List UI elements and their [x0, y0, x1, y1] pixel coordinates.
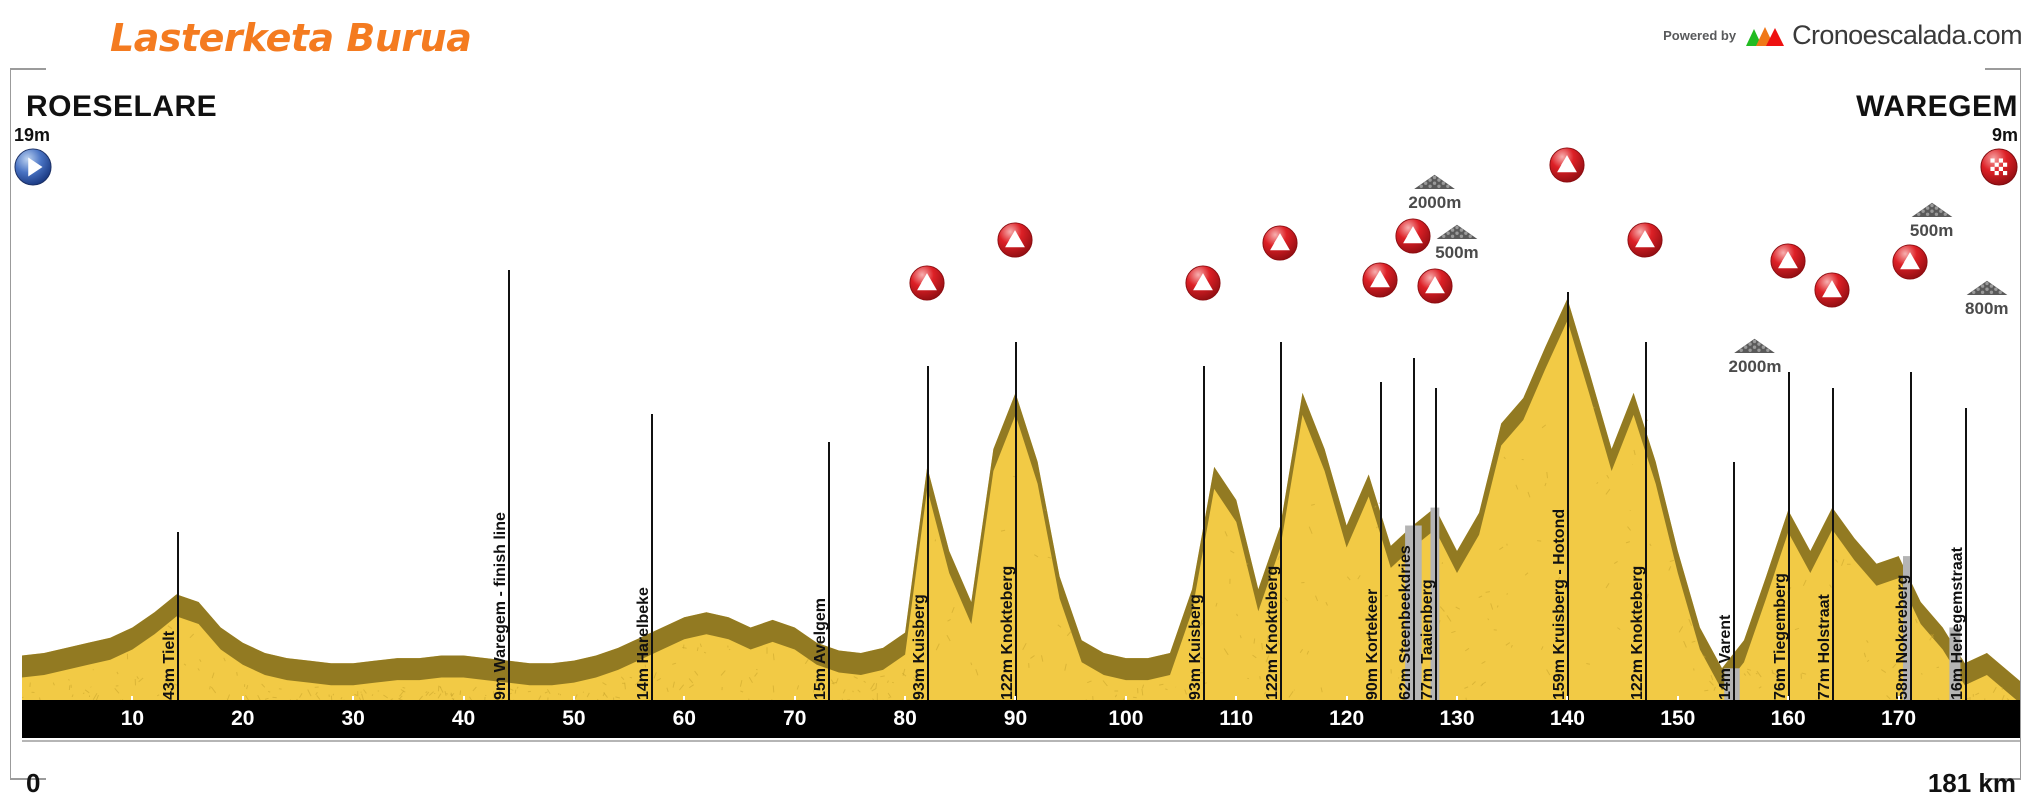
poi-label: 77m Taaienberg [1420, 579, 1436, 704]
axis-tick-label: 70 [783, 707, 806, 731]
axis-tick-label: 20 [231, 707, 254, 731]
axis-tick-label: 60 [673, 707, 696, 731]
axis-tick-notch [131, 696, 133, 700]
axis-tick-notch [1898, 696, 1900, 700]
axis-tick-notch [1456, 696, 1458, 700]
axis-tick-label: 30 [341, 707, 364, 731]
poi-label: 15m Avelgem [813, 598, 829, 704]
axis-tick-label: 100 [1108, 707, 1143, 731]
axis-tick-notch [573, 696, 575, 700]
axis-tick-label: 130 [1439, 707, 1474, 731]
axis-tick-notch [1677, 696, 1679, 700]
climb-summit-icon[interactable] [1262, 225, 1298, 261]
climb-summit-icon[interactable] [1549, 147, 1585, 183]
elevation-profile-plot: 43m Tielt 9m Waregem - finish line 14m Har… [22, 70, 2020, 704]
cronoescalada-mountains-icon [1744, 25, 1784, 47]
cobblestone-section-icon[interactable]: 2000m [1408, 172, 1461, 213]
total-distance-label: 181 km [1928, 768, 2016, 799]
poi-label: 43m Tielt [162, 631, 178, 704]
axis-tick-label: 50 [562, 707, 585, 731]
climb-summit-icon[interactable] [1627, 222, 1663, 258]
climb-summit-icon[interactable] [1770, 243, 1806, 279]
axis-tick-notch [1346, 696, 1348, 700]
axis-tick-label: 90 [1004, 707, 1027, 731]
poi-label: 14m Harelbeke [636, 587, 652, 704]
poi-label: 14m Varent [1718, 615, 1734, 704]
poi-label: 76m Tiegemberg [1773, 573, 1789, 704]
terrain-profile [22, 70, 2020, 704]
axis-tick-notch [1787, 696, 1789, 700]
climb-summit-icon[interactable] [1892, 244, 1928, 280]
axis-tick-label: 150 [1660, 707, 1695, 731]
climb-summit-icon[interactable] [1814, 272, 1850, 308]
cobblestone-length-label: 500m [1434, 243, 1480, 263]
poi-label: 122m Knokteberg [1630, 566, 1646, 704]
axis-baseline [22, 740, 2020, 742]
poi-label: 58m Nokereberg [1895, 575, 1911, 704]
frame-right-rule [2020, 68, 2021, 780]
axis-tick-label: 140 [1550, 707, 1585, 731]
cobblestone-section-icon[interactable]: 500m [1909, 200, 1955, 241]
cobblestone-length-label: 500m [1909, 221, 1955, 241]
poi-label: 77m Holstraat [1817, 594, 1833, 704]
axis-tick-notch [1235, 696, 1237, 700]
axis-tick-notch [1125, 696, 1127, 700]
axis-tick-label: 110 [1219, 707, 1253, 731]
poi-label: 122m Knokteberg [1265, 566, 1281, 704]
climb-summit-icon[interactable] [997, 222, 1033, 258]
climb-summit-icon[interactable] [1417, 268, 1453, 304]
axis-tick-notch [904, 696, 906, 700]
poi-label: 122m Knokteberg [1000, 566, 1016, 704]
axis-tick-notch [683, 696, 685, 700]
axis-tick-label: 10 [121, 707, 144, 731]
axis-tick-notch [242, 696, 244, 700]
cobblestone-section-icon[interactable]: 2000m [1729, 336, 1782, 377]
cobblestone-length-label: 800m [1964, 299, 2010, 319]
cobblestone-length-label: 2000m [1729, 357, 1782, 377]
climb-summit-icon[interactable] [1362, 262, 1398, 298]
climb-summit-icon[interactable] [909, 265, 945, 301]
climb-summit-icon[interactable] [1185, 265, 1221, 301]
powered-by-label: Powered by [1663, 28, 1736, 43]
axis-tick-notch [794, 696, 796, 700]
axis-tick-label: 160 [1771, 707, 1806, 731]
poi-label: 62m Steenbeekdries [1398, 545, 1414, 704]
axis-tick-notch [463, 696, 465, 700]
axis-tick-label: 40 [452, 707, 475, 731]
axis-tick-label: 120 [1329, 707, 1364, 731]
axis-tick-label: 80 [893, 707, 916, 731]
poi-label: 90m Kortekeer [1365, 589, 1381, 704]
brand-name-label: Cronoescalada.com [1792, 20, 2022, 51]
cobblestone-length-label: 2000m [1408, 193, 1461, 213]
poi-label: 9m Waregem - finish line [493, 512, 509, 704]
frame-left-rule [10, 68, 11, 780]
page-title: Lasterketa Burua [110, 16, 471, 60]
poi-label: 16m Herlegemstraat [1950, 547, 1966, 704]
climb-summit-icon[interactable] [1395, 218, 1431, 254]
poi-label: 159m Kruisberg - Hotond [1552, 509, 1568, 704]
cobblestone-section-icon[interactable]: 800m [1964, 278, 2010, 319]
total-start-label: 0 [26, 768, 40, 799]
poi-label: 93m Kuisberg [1188, 594, 1204, 704]
poi-label: 93m Kuisberg [912, 594, 928, 704]
distance-axis: 10 20 30 40 50 60 70 80 90 100 110 120 130 140 150 160 1… [22, 700, 2020, 738]
axis-tick-notch [1014, 696, 1016, 700]
race-profile-page: Lasterketa Burua Powered by Cronoescalad… [0, 0, 2032, 812]
axis-tick-label: 170 [1881, 707, 1916, 731]
cobblestone-section-icon[interactable]: 500m [1434, 222, 1480, 263]
axis-tick-notch [352, 696, 354, 700]
brand-attribution: Powered by Cronoescalada.com [1663, 20, 2022, 51]
axis-tick-notch [1566, 696, 1568, 700]
